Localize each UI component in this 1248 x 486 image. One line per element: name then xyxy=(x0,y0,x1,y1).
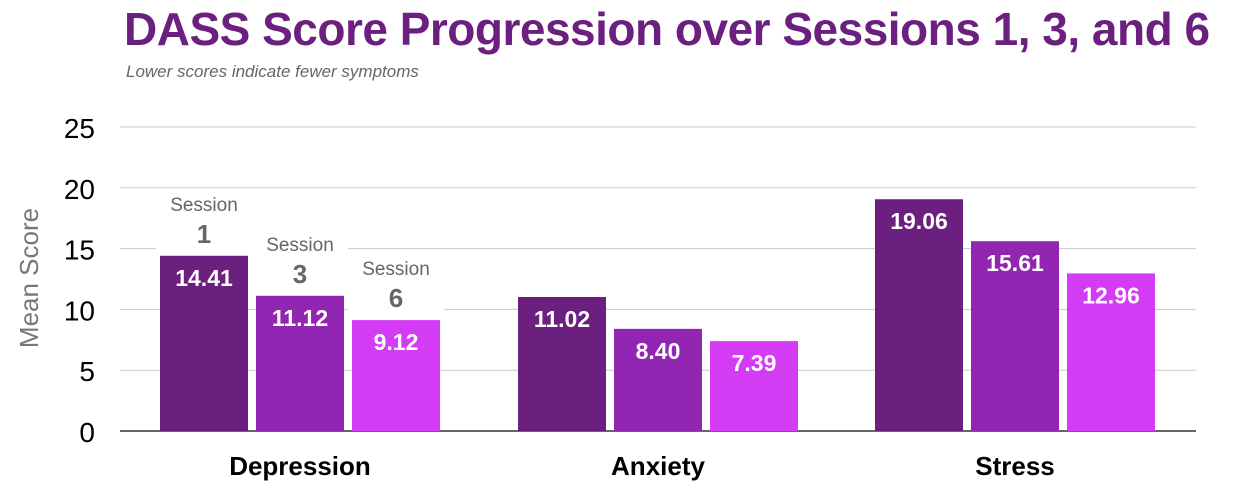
bar xyxy=(352,320,440,431)
series-label-number: 1 xyxy=(197,219,211,249)
series-label-background xyxy=(156,189,252,252)
series-label-background xyxy=(252,229,348,292)
bar xyxy=(971,241,1059,431)
bar xyxy=(518,296,606,431)
bar-value-label: 11.12 xyxy=(272,305,328,331)
y-tick-label: 5 xyxy=(79,356,95,387)
series-label-word: Session xyxy=(170,195,238,216)
bar-value-label: 11.02 xyxy=(534,306,590,332)
series-label-background xyxy=(348,254,444,317)
y-tick-label: 20 xyxy=(64,174,95,205)
x-category-label: Depression xyxy=(229,451,371,481)
bar xyxy=(160,255,248,431)
bar-value-label: 14.41 xyxy=(175,265,233,291)
y-tick-label: 25 xyxy=(64,113,95,144)
series-labels: Session 1 Session 3 Session 6 xyxy=(156,189,444,317)
y-axis-label: Mean Score xyxy=(14,208,44,348)
bar xyxy=(710,341,798,431)
chart-subtitle: Lower scores indicate fewer symptoms xyxy=(126,62,419,81)
series-label-word: Session xyxy=(266,235,334,256)
bars: 14.41 11.02 19.06 11.12 8.40 15.61 9.12 7.39 12.… xyxy=(160,199,1155,431)
y-tick-label: 15 xyxy=(64,235,95,266)
bar-value-label: 12.96 xyxy=(1082,282,1140,308)
bar-value-label: 15.61 xyxy=(986,250,1044,276)
bar xyxy=(1067,273,1155,431)
chart-title: DASS Score Progression over Sessions 1, … xyxy=(124,3,1210,55)
y-axis-ticks: 0 5 10 15 20 25 xyxy=(64,113,95,448)
x-axis-categories: Depression Anxiety Stress xyxy=(229,451,1055,481)
series-label-word: Session xyxy=(362,259,430,280)
y-tick-label: 10 xyxy=(64,295,95,326)
bar-value-label: 8.40 xyxy=(636,338,681,364)
bar xyxy=(256,295,344,431)
series-label-number: 3 xyxy=(293,259,307,289)
bar xyxy=(614,328,702,431)
x-category-label: Anxiety xyxy=(611,451,705,481)
bar xyxy=(875,199,963,431)
bar-value-label: 19.06 xyxy=(890,208,948,234)
y-tick-label: 0 xyxy=(79,417,95,448)
x-category-label: Stress xyxy=(975,451,1055,481)
series-label-number: 6 xyxy=(389,283,403,313)
bar-value-label: 7.39 xyxy=(732,350,777,376)
bar-value-label: 9.12 xyxy=(374,329,419,355)
